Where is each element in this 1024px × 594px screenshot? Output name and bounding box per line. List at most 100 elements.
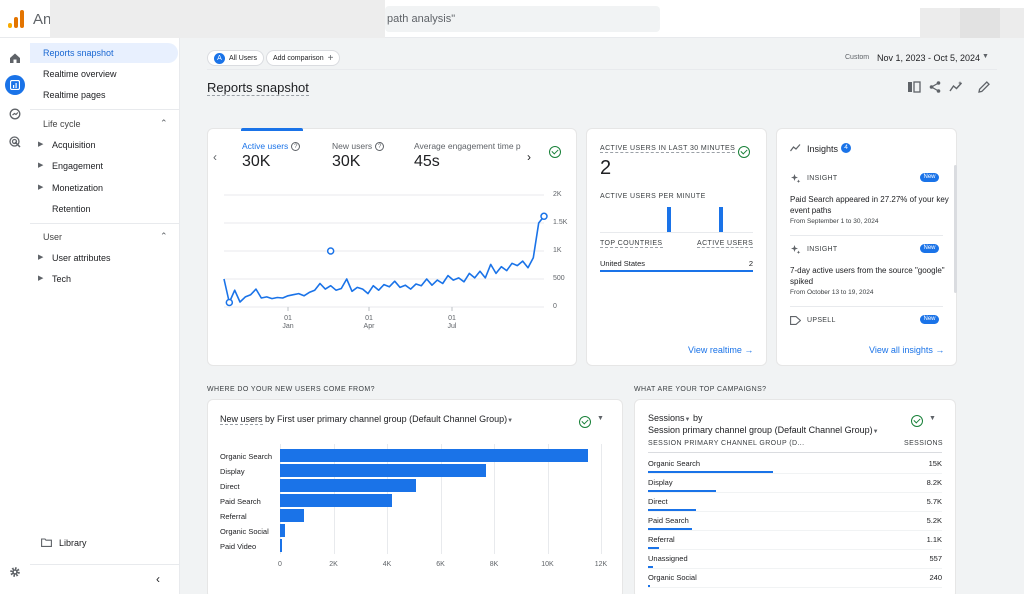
metric-name[interactable]: Sessions — [648, 413, 685, 423]
sidebar-item-realtime-pages[interactable]: Realtime pages — [43, 90, 106, 100]
sidebar-item-acquisition[interactable]: ▶ Acquisition — [30, 136, 178, 154]
reports-icon[interactable] — [5, 75, 25, 95]
new-badge: New — [920, 315, 939, 324]
sparkle-icon — [791, 174, 801, 183]
caret-down-icon[interactable]: ▼ — [684, 417, 691, 423]
data-quality-check-icon[interactable] — [549, 146, 561, 158]
sidebar-item-monetization[interactable]: ▶ Monetization — [30, 179, 178, 197]
x-tick-label: 8K — [489, 561, 499, 568]
data-quality-check-icon[interactable] — [738, 146, 750, 158]
per-minute-bar — [719, 207, 723, 232]
data-quality-check-icon[interactable] — [911, 415, 923, 427]
sidebar-item-realtime-overview[interactable]: Realtime overview — [43, 69, 117, 79]
settings-gear-icon[interactable] — [5, 562, 25, 582]
metric-name[interactable]: New users — [220, 414, 263, 425]
channel-bar[interactable] — [280, 494, 393, 507]
channel-bar[interactable] — [280, 449, 588, 462]
channel-bar[interactable] — [280, 509, 305, 522]
active-users-line-chart — [223, 194, 548, 311]
row-sessions-value: 8.2K — [926, 478, 942, 487]
insights-scrollbar[interactable] — [954, 165, 957, 293]
edit-pencil-icon[interactable] — [977, 80, 991, 94]
caret-down-icon[interactable]: ▼ — [597, 415, 604, 422]
lifecycle-section-label[interactable]: Life cycle — [43, 119, 81, 129]
sidebar-item-tech[interactable]: ▶ Tech — [30, 270, 178, 288]
insight-kind: INSIGHT — [807, 175, 838, 182]
y-tick-label: 500 — [553, 275, 565, 282]
add-comparison-button[interactable]: Add comparison + — [266, 50, 341, 66]
channel-bar[interactable] — [280, 539, 282, 552]
row-divider — [648, 492, 942, 493]
row-sessions-value: 5.2K — [926, 516, 942, 525]
chevron-up-icon[interactable]: ⌃ — [160, 118, 168, 128]
share-icon[interactable] — [928, 80, 942, 94]
view-all-insights-link[interactable]: View all insights → — [869, 345, 944, 355]
sidebar-item-retention[interactable]: Retention — [30, 200, 178, 218]
date-range-picker[interactable]: Nov 1, 2023 - Oct 5, 2024 — [877, 53, 981, 63]
x-tick-day: 01 — [448, 315, 456, 322]
sidebar-item-reports-snapshot[interactable]: Reports snapshot — [30, 43, 178, 63]
grid-line — [547, 444, 549, 554]
chevron-left-icon[interactable]: ‹ — [213, 150, 217, 164]
row-share-bar — [648, 471, 773, 473]
data-quality-check-icon[interactable] — [579, 416, 591, 428]
chevron-right-icon[interactable]: › — [527, 150, 531, 164]
campaigns-metric[interactable]: Sessions▼ by — [648, 413, 703, 423]
x-tick-label: 6K — [436, 561, 445, 568]
advertising-icon[interactable] — [5, 132, 25, 152]
caret-down-icon[interactable]: ▼ — [929, 415, 936, 422]
sidebar-item-engagement[interactable]: ▶ Engagement — [30, 157, 178, 175]
row-share-bar — [648, 566, 653, 568]
row-channel-name: Direct — [648, 497, 668, 506]
channel-bar[interactable] — [280, 479, 417, 492]
row-divider — [648, 530, 942, 531]
insight-text: Paid Search appeared in 27.27% of your k… — [790, 195, 949, 215]
segment-avatar: A — [214, 52, 225, 64]
insights-trend-icon[interactable] — [949, 80, 963, 94]
sidebar-item-library[interactable]: Library — [30, 526, 178, 562]
metric-label-text: New users — [332, 141, 373, 151]
redacted-area-right-inner — [960, 8, 1000, 38]
y-tick-label: 1.5K — [553, 219, 568, 226]
grid-line — [601, 444, 602, 554]
view-realtime-link[interactable]: View realtime → — [688, 345, 753, 355]
x-tick-month: Jan — [282, 323, 294, 330]
metric-value: 45s — [414, 153, 440, 170]
row-channel-name: Organic Social — [648, 573, 697, 582]
sidebar-item-user-attributes[interactable]: ▶ User attributes — [30, 249, 178, 267]
dimension-name[interactable]: Session primary channel group (Default C… — [648, 425, 873, 435]
folder-icon — [41, 538, 52, 547]
home-icon[interactable] — [5, 48, 25, 68]
chevron-up-icon[interactable]: ⌃ — [160, 231, 168, 241]
segment-all-users[interactable]: A All Users — [207, 50, 265, 66]
col-session-channel-group[interactable]: SESSION PRIMARY CHANNEL GROUP (D... — [648, 440, 805, 447]
section-title-new-users: WHERE DO YOUR NEW USERS COME FROM? — [207, 386, 375, 393]
top-bar: An path analysis" — [0, 0, 1024, 38]
search-input[interactable]: path analysis" — [385, 6, 660, 32]
analytics-logo-icon[interactable] — [8, 10, 24, 28]
explore-icon[interactable] — [5, 104, 25, 124]
compare-columns-icon[interactable] — [907, 80, 921, 94]
user-section-label[interactable]: User — [43, 232, 63, 242]
channel-bar[interactable] — [280, 464, 486, 477]
campaigns-dimension[interactable]: Session primary channel group (Default C… — [648, 425, 879, 435]
caret-down-icon[interactable]: ▼ — [507, 418, 514, 424]
country-name: United States — [600, 259, 646, 268]
caret-down-icon[interactable]: ▼ — [982, 53, 989, 60]
segment-label: All Users — [229, 54, 258, 62]
col-sessions[interactable]: SESSIONS — [904, 440, 943, 447]
collapse-chevron-left-icon[interactable]: ‹ — [156, 572, 160, 586]
data-point-marker[interactable] — [225, 298, 234, 307]
channel-bar[interactable] — [280, 524, 286, 537]
bar-chart-title[interactable]: New users by First user primary channel … — [220, 414, 514, 425]
data-point-marker[interactable] — [540, 212, 548, 221]
data-point-marker[interactable] — [326, 247, 335, 255]
x-tick-label: 4K — [382, 561, 392, 568]
caret-down-icon[interactable]: ▼ — [872, 429, 879, 435]
campaigns-card — [634, 399, 956, 594]
dimension-name[interactable]: by First user primary channel group (Def… — [265, 414, 508, 424]
row-share-bar — [648, 509, 696, 511]
active-users-line — [223, 215, 545, 304]
help-icon[interactable]: ? — [375, 142, 385, 152]
help-icon[interactable]: ? — [291, 142, 301, 152]
